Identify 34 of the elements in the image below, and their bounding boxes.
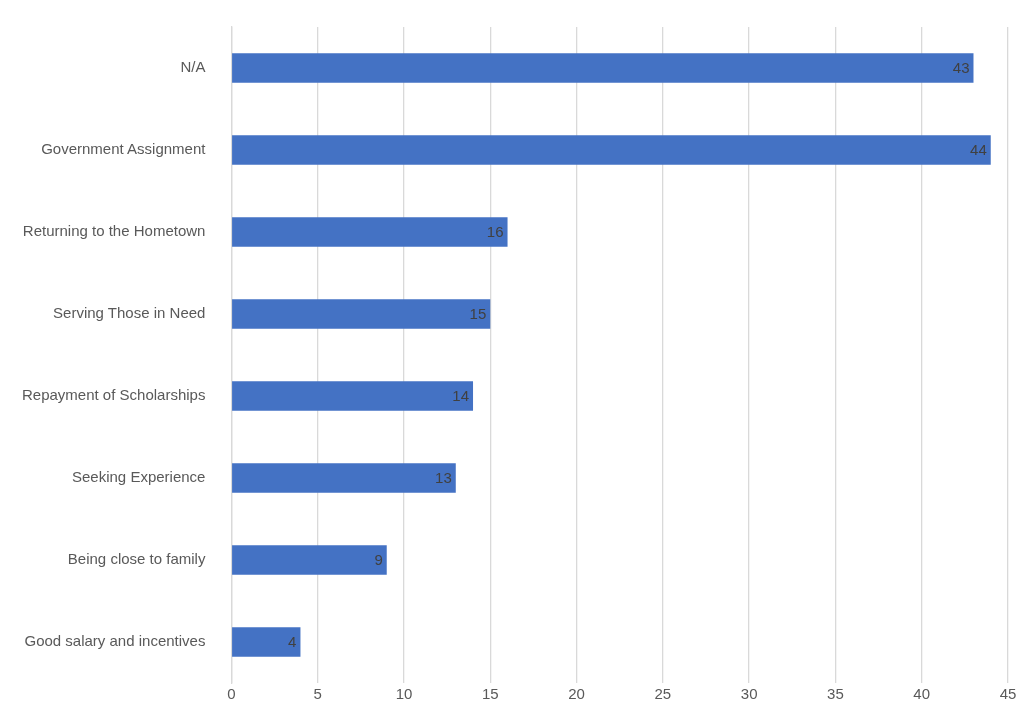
y-tick-label: N/A [180,58,206,76]
y-tick-label: Repayment of Scholarships [21,386,206,404]
x-tick-label: 10 [395,685,413,703]
x-tick-label: 30 [740,685,758,703]
data-label: 43 [952,59,970,77]
x-tick-label: 35 [827,685,844,703]
bar [232,135,991,165]
bar [232,217,508,247]
bar [232,381,474,411]
data-label: 44 [970,141,987,159]
bar [232,627,301,657]
data-label: 14 [452,387,470,405]
y-tick-label: Seeking Experience [72,468,206,486]
bar [232,545,387,575]
x-tick-label: 5 [313,685,322,703]
y-tick-label: Government Assignment [41,140,207,158]
bar [232,53,974,83]
x-tick-label: 25 [654,685,672,703]
x-tick-label: 15 [481,685,499,703]
x-tick-label: 45 [999,685,1017,703]
y-tick-label: Serving Those in Need [53,304,206,322]
data-label: 13 [435,469,452,487]
x-tick-label: 0 [227,685,236,703]
y-tick-label: Returning to the Hometown [22,222,206,240]
bar [232,463,456,493]
data-label: 15 [469,305,487,323]
data-label: 4 [288,633,297,651]
bar [232,299,491,329]
x-tick-label: 20 [568,685,585,703]
y-tick-label: Good salary and incentives [24,632,206,650]
data-label: 9 [374,551,383,569]
x-tick-label: 40 [913,685,931,703]
y-tick-label: Being close to family [67,550,206,568]
data-label: 16 [486,223,504,241]
